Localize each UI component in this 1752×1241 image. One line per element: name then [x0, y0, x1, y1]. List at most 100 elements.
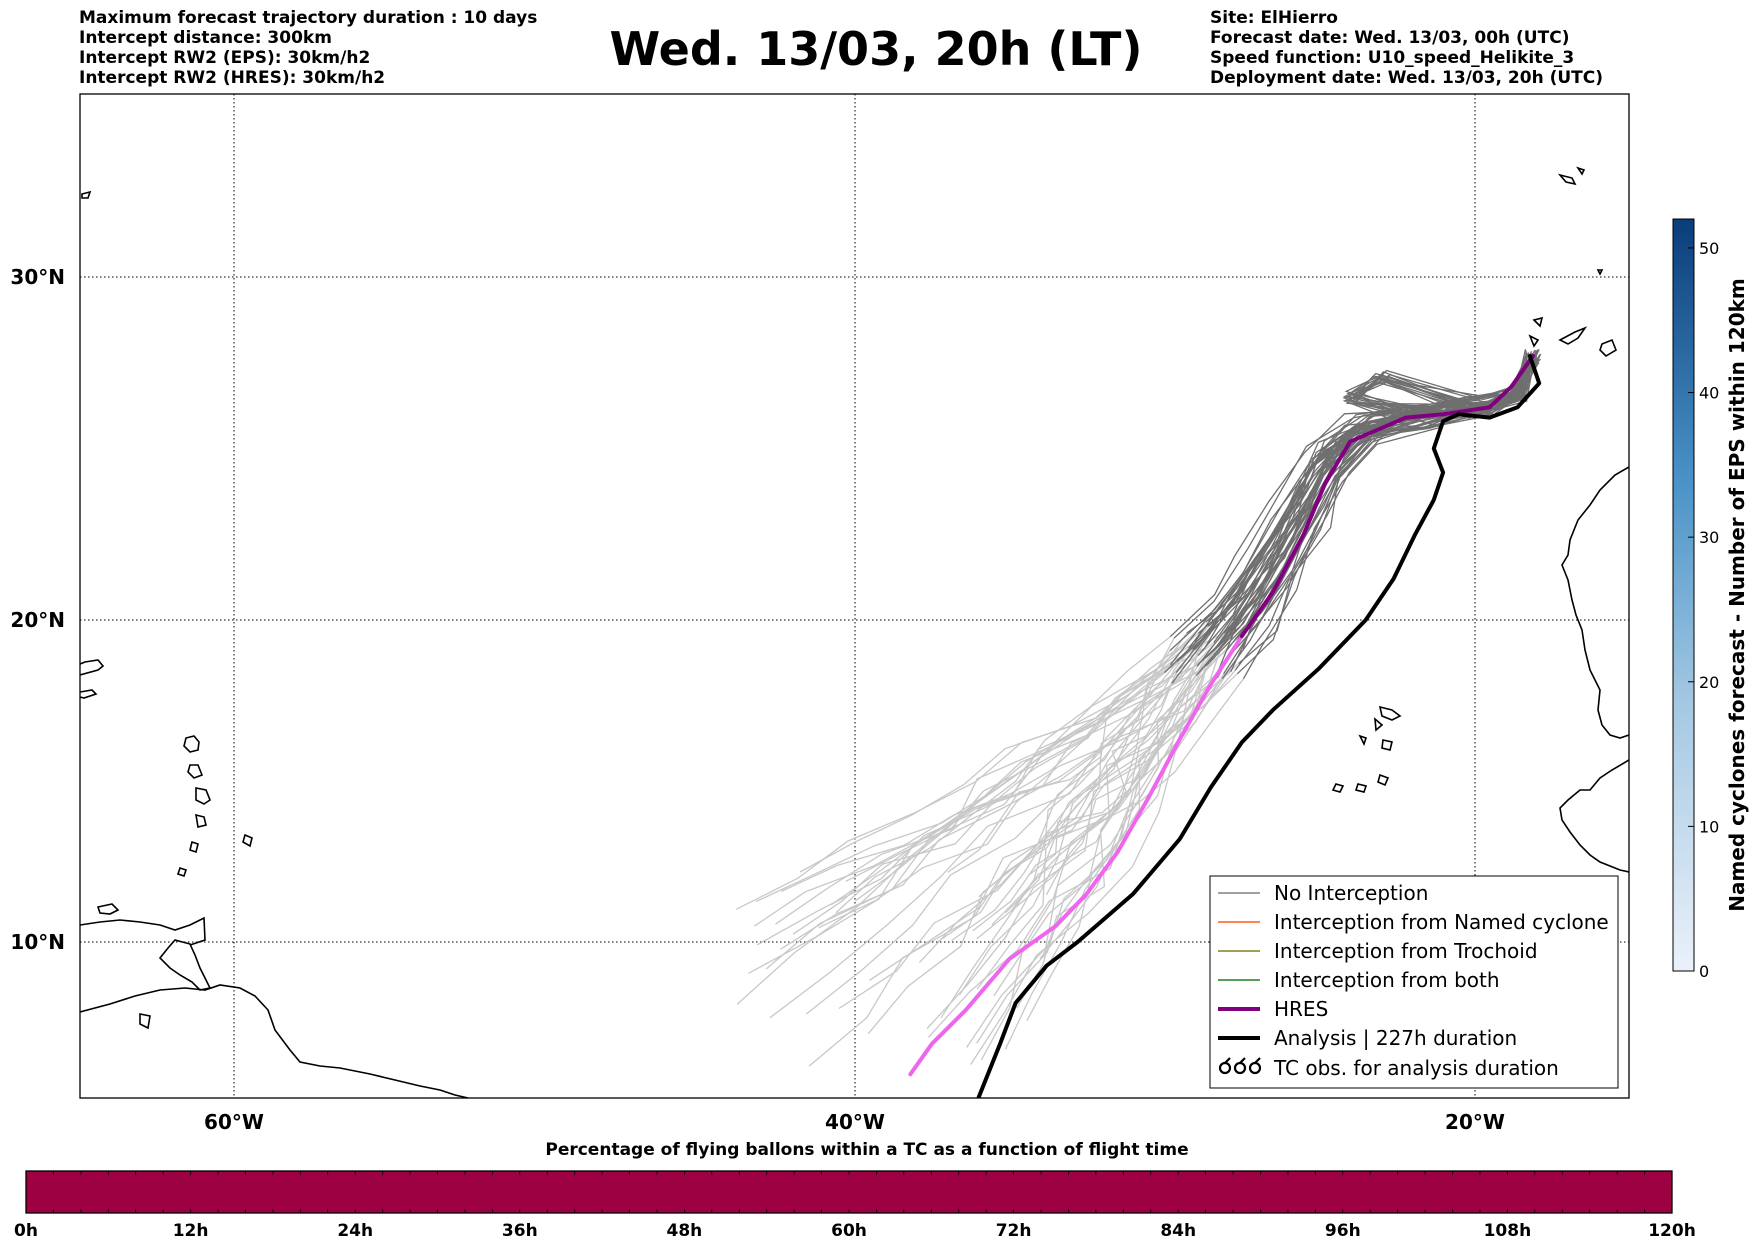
ensemble-trajectory-late: [780, 671, 1232, 950]
colorbar-bottom-tick-label: 60h: [831, 1221, 867, 1241]
ensemble-trajectory-late: [1039, 641, 1202, 959]
ensemble-trajectory-late: [918, 633, 1211, 964]
ensemble-trajectory-late: [1010, 650, 1171, 912]
colorbar-bottom-tick-label: 96h: [1325, 1221, 1361, 1241]
cyclone-symbol-icon: [1218, 1057, 1262, 1075]
colorbar-bottom-fill: [25, 1170, 1673, 1214]
ensemble-trajectory-late: [748, 650, 1214, 974]
coastline-cape-verde-7: [1358, 734, 1368, 747]
coastline-canary-4: [1528, 334, 1540, 348]
colorbar-bottom-title: Percentage of flying ballons within a TC…: [545, 1140, 1188, 1160]
ensemble-trajectories-late: [736, 619, 1245, 1067]
ensemble-trajectory-late: [869, 663, 1240, 981]
colorbar-bottom-tick-label: 0h: [14, 1221, 38, 1241]
ensemble-trajectory-late: [928, 678, 1245, 1038]
coastline-island-9: [139, 1013, 151, 1030]
coastline-cape-verde-4: [1354, 783, 1368, 793]
ensemble-trajectory-early: [1209, 357, 1538, 635]
ensemble-trajectory-late: [805, 647, 1190, 1015]
coastline-south-america: [80, 984, 469, 1098]
header-info-right: Site: ElHierro Forecast date: Wed. 13/03…: [1210, 8, 1603, 88]
legend: No Interception Interception from Named …: [1209, 875, 1619, 1089]
ensemble-trajectory-late: [976, 632, 1188, 990]
ensemble-trajectory-early: [1197, 359, 1536, 657]
ensemble-trajectory-late: [951, 659, 1227, 942]
coastline-cape-verde-3: [1377, 773, 1390, 787]
lon-label-60w: 60°W: [204, 1110, 264, 1134]
coastline-selvagens: [1596, 269, 1604, 276]
coastline-canary-2: [1599, 338, 1617, 358]
ensemble-trajectory-late: [754, 661, 1178, 927]
ensemble-trajectory-late: [799, 631, 1225, 873]
coastline-madeira: [1557, 173, 1577, 186]
coastline-island-5: [189, 840, 199, 854]
legend-label-no-interception: No Interception: [1274, 881, 1428, 905]
header-left-line: Intercept RW2 (EPS): 30km/h2: [79, 48, 371, 68]
ensemble-trajectory-early: [1173, 360, 1536, 639]
header-right-line: Site: ElHierro: [1210, 8, 1338, 28]
ensemble-trajectory-late: [756, 649, 1193, 946]
ensemble-trajectory-late: [808, 655, 1199, 1067]
legend-box: [1209, 875, 1619, 1089]
ensemble-trajectory-late: [1029, 683, 1173, 875]
ensemble-trajectory-late: [755, 664, 1198, 903]
header-right-line: Deployment date: Wed. 13/03, 20h (UTC): [1210, 68, 1604, 88]
legend-label-analysis: Analysis | 227h duration: [1274, 1026, 1517, 1050]
legend-label-trochoid: Interception from Trochoid: [1274, 939, 1538, 963]
ensemble-trajectory-late: [845, 632, 1199, 882]
colorbar-bottom-tick-label: 12h: [173, 1221, 209, 1241]
coastlines: [80, 166, 1629, 1098]
ensemble-trajectory-late: [978, 672, 1177, 898]
colorbar-bottom-tick-label: 108h: [1484, 1221, 1532, 1241]
legend-label-tc-obs: TC obs. for analysis duration: [1273, 1056, 1559, 1080]
colorbar-right-ticks: 0 10 20 30 40 50: [1688, 239, 1719, 981]
named-cyclones-colorbar: 0 10 20 30 40 50 Named cyclones forecast - Nu…: [1672, 218, 1749, 981]
ensemble-trajectory-late: [769, 642, 1215, 1019]
ensemble-trajectory-late: [765, 621, 1207, 970]
lon-label-20w: 20°W: [1445, 1110, 1505, 1134]
colorbar-right-tick-label: 0: [1699, 962, 1709, 981]
coastline-island-6: [176, 866, 188, 878]
coastline-puerto-rico: [80, 659, 105, 676]
colorbar-right-label: Named cyclones forecast - Number of EPS …: [1725, 278, 1749, 912]
ensemble-trajectory-late: [937, 672, 1218, 943]
coastline-island-8: [96, 903, 120, 915]
legend-label-named-cyclone: Interception from Named cyclone: [1274, 910, 1609, 934]
header-right-line: Speed function: U10_speed_Helikite_3: [1210, 48, 1575, 68]
hres-trajectory-late: [908, 634, 1244, 1077]
ensemble-trajectory-late: [940, 649, 1215, 1019]
analysis-trajectory: [976, 353, 1542, 1098]
header-right-line: Forecast date: Wed. 13/03, 00h (UTC): [1210, 28, 1570, 48]
coastline-africa: [1561, 466, 1629, 739]
ensemble-trajectory-early: [1225, 361, 1539, 661]
ensemble-trajectory-late: [867, 675, 1197, 1035]
colorbar-bottom-tick-label: 84h: [1160, 1221, 1196, 1241]
colorbar-bottom-tick-label: 120h: [1648, 1221, 1696, 1241]
colorbar-bottom-tick-label: 24h: [337, 1221, 373, 1241]
coastline-island-4: [195, 813, 207, 828]
coastline-island-10: [81, 190, 92, 199]
lat-label-20n: 20°N: [10, 608, 65, 632]
colorbar-right-tick-label: 10: [1699, 817, 1719, 836]
header-info-left: Maximum forecast trajectory duration : 1…: [79, 8, 537, 88]
coastline-venezuela-gulf: [80, 916, 206, 946]
coastline-trinidad: [158, 939, 212, 991]
lat-label-10n: 10°N: [10, 930, 65, 954]
ensemble-trajectory-late: [781, 668, 1202, 892]
coastline-madeira-2: [1576, 166, 1586, 176]
ensemble-trajectory-late: [959, 625, 1209, 996]
coastline-cape-verde-2: [1374, 717, 1384, 732]
hres-trajectory: [1239, 353, 1535, 639]
ensemble-trajectory-early: [1216, 357, 1532, 674]
page-title: Wed. 13/03, 20h (LT): [609, 22, 1143, 76]
colorbar-bottom-tick-label: 48h: [667, 1221, 703, 1241]
header-left-line: Intercept RW2 (HRES): 30km/h2: [79, 68, 386, 88]
coastline-canary-3: [1532, 316, 1544, 328]
coastline-island-1: [183, 735, 200, 753]
colorbar-right-tick-label: 50: [1699, 239, 1719, 258]
colorbar-right-tick-label: 40: [1699, 384, 1719, 403]
map-frame: [79, 93, 1630, 1099]
legend-label-hres: HRES: [1274, 997, 1328, 1021]
colorbar-bottom-minor-ticks: [53, 1171, 1645, 1213]
